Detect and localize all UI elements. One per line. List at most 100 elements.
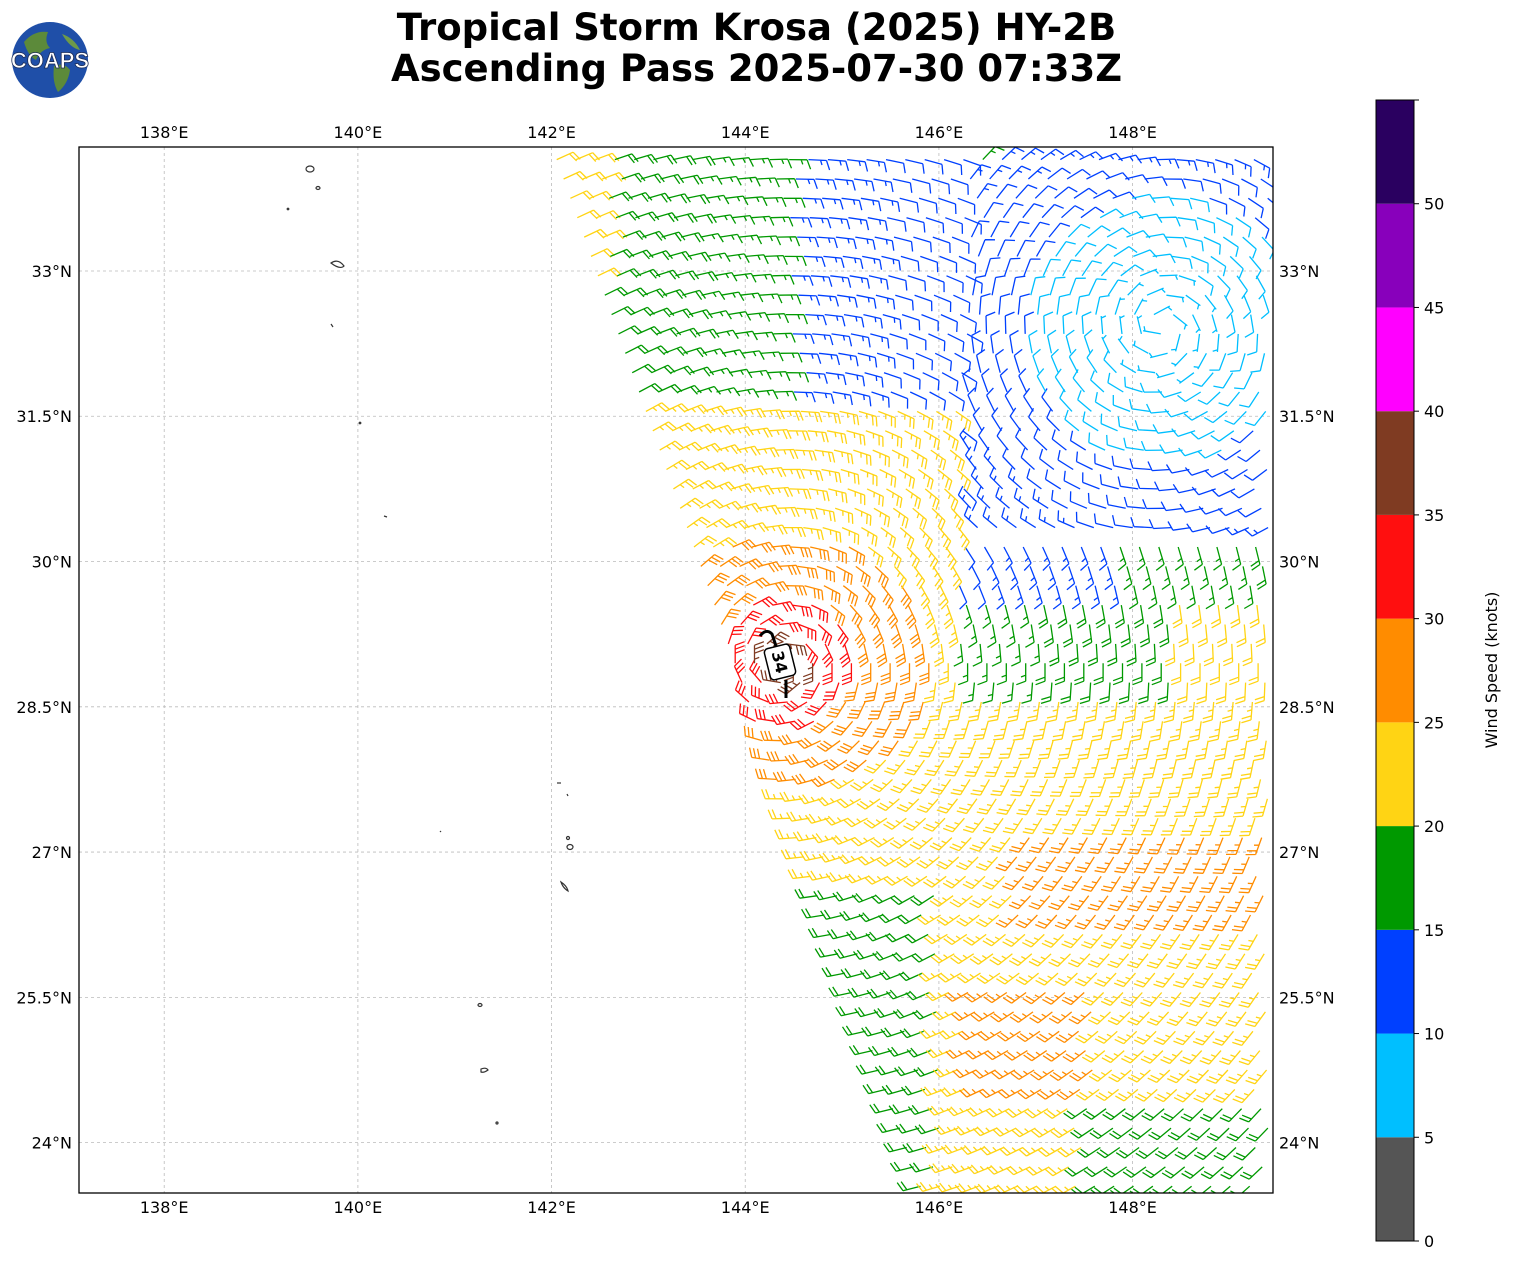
- wind-barb: [683, 347, 708, 358]
- lat-tick-label-left: 33°N: [32, 262, 72, 281]
- wind-barb: [799, 352, 822, 364]
- wind-barb: [997, 1088, 1023, 1099]
- wind-barb: [1043, 624, 1054, 648]
- wind-barb: [913, 1066, 938, 1078]
- wind-barb: [950, 779, 971, 796]
- wind-barb: [920, 255, 939, 273]
- wind-barb: [870, 333, 890, 349]
- wind-barb: [1035, 972, 1059, 986]
- wind-barb: [891, 952, 916, 962]
- wind-barb: [1200, 1166, 1224, 1180]
- wind-barb: [726, 253, 750, 264]
- wind-barb: [1050, 348, 1059, 373]
- wind-barb: [705, 194, 730, 205]
- wind-barb: [791, 275, 814, 286]
- wind-barb: [1249, 605, 1260, 629]
- wind-barb: [905, 158, 925, 174]
- wind-barb: [816, 740, 841, 752]
- wind-barb: [748, 369, 772, 380]
- wind-barb: [817, 294, 840, 307]
- wind-barb: [738, 502, 763, 513]
- wind-barb: [1137, 156, 1161, 167]
- wind-barb: [1160, 817, 1179, 836]
- wind-barb: [1171, 428, 1196, 438]
- wind-barb: [1226, 314, 1236, 339]
- wind-barb: [1054, 663, 1066, 686]
- wind-barb: [890, 895, 915, 906]
- wind-barb: [693, 535, 718, 548]
- wind-barb: [647, 192, 672, 203]
- wind-barb: [918, 197, 938, 214]
- wind-barb: [970, 1011, 995, 1022]
- wind-barb: [1230, 430, 1254, 444]
- wind-barb: [1087, 492, 1107, 509]
- wind-barb: [854, 624, 866, 649]
- wind-barb: [817, 796, 842, 807]
- wind-barb: [1192, 972, 1214, 989]
- wind-barb: [1134, 1030, 1157, 1045]
- wind-barb: [1203, 236, 1221, 255]
- wind-barb: [996, 798, 1017, 815]
- wind-barb: [888, 1104, 913, 1115]
- wind-barb: [1071, 721, 1086, 742]
- wind-barb: [744, 196, 768, 207]
- wind-barb: [1116, 740, 1132, 761]
- wind-barb: [948, 391, 965, 412]
- wind-barb: [993, 721, 1009, 741]
- wind-barb: [784, 753, 809, 766]
- wind-barb: [886, 488, 903, 509]
- wind-barb: [828, 488, 848, 504]
- wind-barb: [714, 590, 736, 606]
- wind-barb: [1128, 1127, 1153, 1140]
- wind-barb: [902, 1143, 927, 1154]
- wind-barb: [782, 468, 805, 479]
- wind-barb: [927, 1105, 952, 1116]
- wind-barb: [977, 663, 988, 686]
- wind-barb: [917, 914, 941, 926]
- wind-barb: [747, 627, 767, 645]
- wind-barb: [742, 407, 767, 419]
- wind-barb: [1204, 294, 1217, 313]
- wind-barb: [686, 516, 711, 529]
- wind-barb: [924, 158, 944, 175]
- wind-barb: [837, 854, 863, 865]
- wind-barb: [1224, 410, 1247, 425]
- wind-barb: [986, 1165, 1011, 1175]
- wind-barb: [1199, 876, 1218, 894]
- lat-tick-label-left: 25.5°N: [16, 988, 72, 1007]
- wind-barb: [868, 604, 881, 629]
- wind-barb: [985, 1107, 1010, 1118]
- wind-barb: [1001, 604, 1011, 629]
- wind-barb: [697, 385, 722, 395]
- wind-barb: [1115, 1088, 1139, 1102]
- wind-barb: [1100, 413, 1118, 432]
- wind-barb: [883, 1142, 907, 1153]
- wind-barb: [1141, 1108, 1165, 1121]
- wind-barb: [1217, 507, 1243, 517]
- wind-barb: [1093, 663, 1104, 686]
- wind-barb: [1095, 1088, 1120, 1102]
- wind-barb: [733, 658, 746, 683]
- wind-barb: [857, 352, 878, 368]
- wind-barb: [749, 659, 762, 684]
- wind-barb: [1002, 991, 1027, 1004]
- wind-barb: [866, 488, 884, 507]
- wind-barb: [1166, 294, 1185, 303]
- wind-barb: [965, 275, 983, 294]
- colorbar-tick-label: 50: [1424, 195, 1444, 214]
- wind-barb: [772, 274, 795, 285]
- wind-barb: [946, 275, 964, 293]
- wind-barb: [964, 546, 976, 571]
- wind-barb: [734, 680, 750, 703]
- wind-barb: [1100, 933, 1123, 950]
- wind-barb: [1159, 624, 1170, 648]
- wind-barb: [1055, 856, 1076, 873]
- wind-barb: [740, 610, 763, 625]
- wind-barb: [1219, 817, 1237, 837]
- wind-barb: [978, 293, 991, 315]
- wind-barb: [1030, 779, 1049, 797]
- wind-barb: [987, 701, 1002, 723]
- wind-barb: [1041, 203, 1064, 219]
- wind-barb: [1206, 1069, 1229, 1084]
- wind-barb: [1207, 779, 1223, 799]
